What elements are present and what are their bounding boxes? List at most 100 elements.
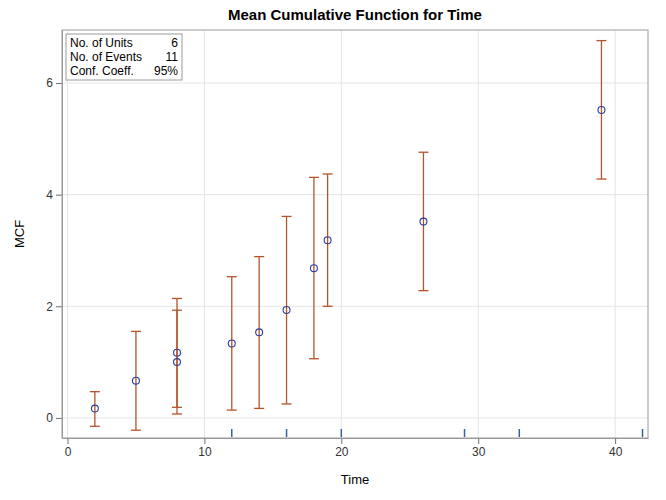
grid-line (478, 30, 479, 438)
grid (62, 30, 648, 438)
error-bar-cap (282, 216, 292, 217)
point (132, 377, 139, 384)
censor-tick (519, 429, 521, 437)
tick: 4 (46, 188, 62, 202)
error-bar-cap (254, 408, 264, 409)
plot: 0 10 20 30 40 0 2 4 6 No. of Units 6 No. of Events 1… (46, 30, 648, 459)
point (174, 359, 181, 366)
error-bar-cap (172, 407, 182, 408)
chart: Mean Cumulative Function for Time0102030… (0, 0, 666, 500)
point (310, 265, 317, 272)
tick: 10 (198, 438, 212, 459)
tick: 2 (46, 300, 62, 314)
tick-label: 10 (198, 445, 212, 459)
plot-frame (62, 30, 648, 438)
tick: 30 (472, 438, 486, 459)
point (598, 107, 605, 114)
inset-label: No. of Units (70, 36, 133, 50)
censor-tick (464, 429, 466, 437)
inset: No. of Units6No. of Events11Conf. Coeff.… (66, 34, 182, 80)
error-bar (254, 257, 264, 409)
tick-mark (204, 438, 205, 444)
error-bar-cap (131, 331, 141, 332)
error-bar (309, 177, 319, 358)
tick-label: 40 (609, 445, 623, 459)
censor-tick (231, 429, 233, 437)
censor-tick (341, 429, 343, 437)
error-bar (282, 216, 292, 404)
error-bar-stem (135, 331, 136, 430)
error-bar-cap (227, 409, 237, 410)
inset-label: No. of Events (70, 50, 142, 64)
censor-tick (286, 429, 288, 437)
error-bar (323, 174, 333, 306)
grid-line (62, 194, 648, 195)
tick-mark (478, 438, 479, 444)
error-bar (227, 277, 237, 410)
tick: 0 (65, 438, 72, 459)
tick-label: 0 (46, 411, 53, 425)
error-bar-cap (282, 403, 292, 404)
error-bar (418, 152, 428, 290)
tick-mark (615, 438, 616, 444)
tick: 40 (609, 438, 623, 459)
point (174, 349, 181, 356)
tick-label: 0 (65, 445, 72, 459)
tick-mark (56, 83, 62, 84)
error-bar-stem (286, 216, 287, 404)
point (256, 329, 263, 336)
error-bar-cap (227, 276, 237, 277)
error-bar (596, 41, 606, 179)
error-bar-cap (309, 177, 319, 178)
inset-value: 95% (154, 64, 178, 78)
error-bar-cap (309, 358, 319, 359)
grid-line (204, 30, 205, 438)
error-bar-cap (418, 290, 428, 291)
error-bar-cap (172, 413, 182, 414)
tick-label: 4 (46, 188, 53, 202)
tick-mark (56, 195, 62, 196)
x-axis-label: Time (341, 472, 369, 487)
grid-line (62, 417, 648, 418)
grid-line (62, 306, 648, 307)
grid-line (341, 30, 342, 438)
tick-label: 6 (46, 76, 53, 90)
error-bar-stem (259, 257, 260, 409)
x-axis: 0 10 20 30 40 (63, 438, 649, 459)
tick-mark (56, 306, 62, 307)
point (420, 218, 427, 225)
tick-mark (56, 418, 62, 419)
tick-label: 30 (472, 445, 486, 459)
tick: 0 (46, 411, 62, 425)
tick-mark (341, 438, 342, 444)
error-bar-stem (423, 152, 424, 290)
error-bar-cap (90, 426, 100, 427)
marks (90, 41, 643, 437)
grid-line (615, 30, 616, 438)
error-bar-cap (418, 152, 428, 153)
tick-label: 20 (335, 445, 349, 459)
inset-value: 6 (171, 36, 178, 50)
inset-box (66, 34, 182, 80)
error-bar (172, 298, 182, 407)
inset-value: 11 (166, 50, 179, 64)
tick-label: 2 (46, 300, 53, 314)
censor-tick (642, 429, 644, 437)
point (283, 307, 290, 314)
grid-line (62, 83, 648, 84)
error-bar (90, 392, 100, 427)
error-bar-stem (176, 298, 177, 407)
tick: 20 (335, 438, 349, 459)
error-bar-stem (313, 177, 314, 358)
y-axis: 0 2 4 6 (46, 31, 62, 439)
error-bar-stem (94, 392, 95, 427)
error-bar-stem (231, 277, 232, 410)
error-bar (131, 331, 141, 430)
error-bar-cap (596, 40, 606, 41)
error-bar-cap (254, 256, 264, 257)
error-bar-stem (601, 41, 602, 179)
error-bar-cap (131, 430, 141, 431)
error-bar-cap (90, 391, 100, 392)
grid-line (67, 30, 68, 438)
error-bar-stem (327, 174, 328, 306)
